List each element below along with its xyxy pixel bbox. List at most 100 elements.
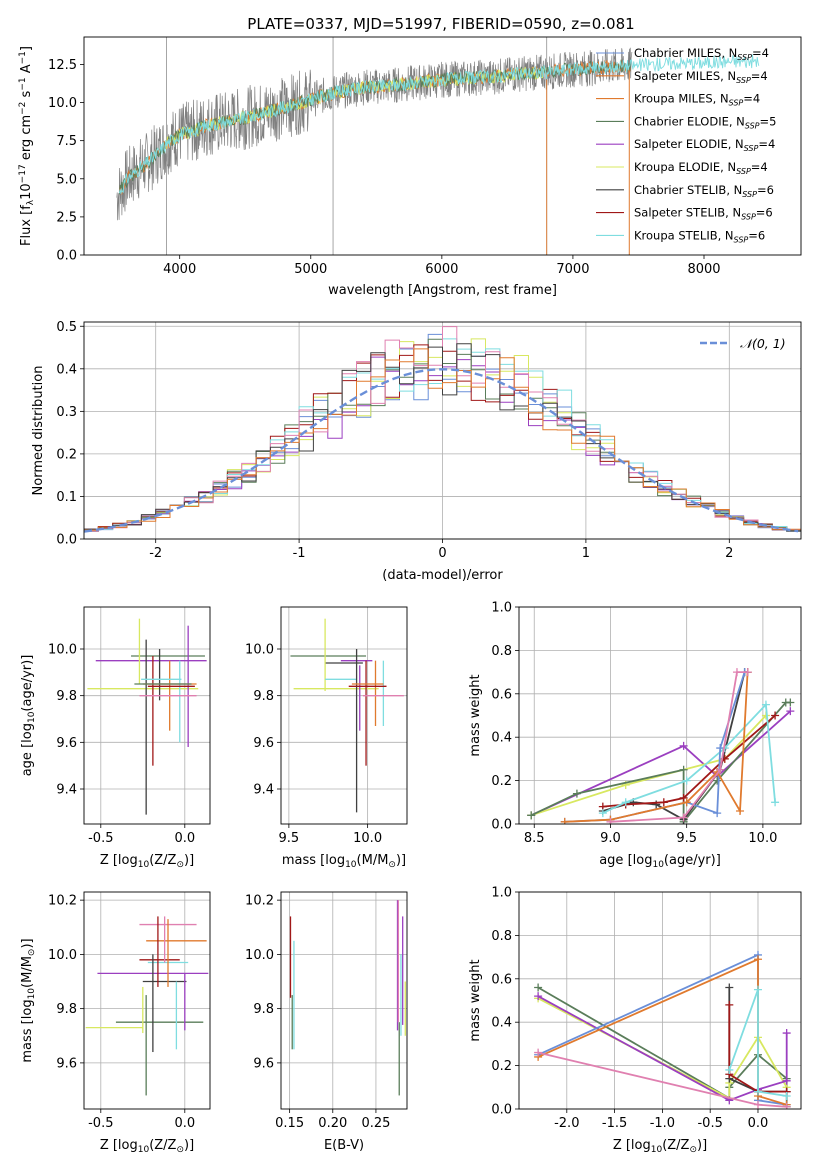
- massweight-marker: [725, 1000, 734, 1009]
- legend: Chabrier MILES, NSSP=4 Salpeter MILES, NS…: [596, 46, 776, 244]
- axes-frame: [280, 606, 408, 825]
- y-tick-label: 7.5: [56, 134, 77, 149]
- massweight-marker: [725, 1065, 734, 1074]
- axes-frame: [83, 36, 802, 256]
- massweight-marker: [753, 1087, 762, 1096]
- figure-title: PLATE=0337, MJD=51997, FIBERID=0590, z=0…: [247, 15, 634, 33]
- x-tick-label: 0.0: [748, 1116, 769, 1131]
- gaussian-reference-line: [84, 368, 799, 533]
- massweight-series-line: [728, 1004, 787, 1093]
- x-tick-label: 0.25: [361, 1116, 390, 1131]
- legend-entry: Chabrier ELODIE, NSSP=5: [634, 114, 776, 130]
- massweight-series-line: [564, 672, 749, 823]
- x-tick-label: 5000: [294, 262, 327, 277]
- x-tick-label: -1: [293, 546, 306, 561]
- massweight-marker: [679, 813, 688, 822]
- x-axis-label: E(B-V): [324, 1138, 364, 1153]
- y-tick-label: 9.6: [56, 736, 77, 751]
- axes-frame: [518, 891, 802, 1110]
- plot-area: [290, 618, 404, 813]
- y-tick-label: 0.4: [56, 362, 77, 377]
- massweight-series-line: [564, 671, 746, 823]
- y-tick-label: 10.0: [48, 96, 77, 111]
- massweight-series-line: [530, 710, 791, 817]
- observed-spectrum-line: [116, 47, 633, 221]
- x-tick-label: 9.5: [676, 831, 697, 846]
- axes-frame: [83, 891, 211, 1110]
- massweight-marker: [606, 817, 615, 824]
- massweight-marker: [716, 744, 725, 753]
- y-tick-label: 0.1: [56, 490, 77, 505]
- y-tick-label: 10.2: [48, 894, 77, 909]
- massweight-marker: [753, 985, 762, 994]
- massweight-marker: [621, 798, 630, 807]
- residual-histogram-series: [84, 348, 801, 531]
- massweight-marker: [725, 983, 734, 992]
- massweight-marker: [679, 793, 688, 802]
- y-tick-label: 9.8: [253, 689, 274, 704]
- massweight-marker: [761, 700, 770, 709]
- y-tick-label: 0.5: [56, 320, 77, 335]
- massweight-marker: [771, 711, 780, 720]
- x-tick-label: 4000: [163, 262, 196, 277]
- massweight-marker: [682, 776, 691, 785]
- legend-entry: Chabrier STELIB, NSSP=6: [634, 183, 774, 199]
- x-tick-label: 10.0: [353, 831, 382, 846]
- x-tick-label: 8000: [687, 262, 720, 277]
- y-tick-label: 0.0: [491, 818, 512, 833]
- y-tick-label: 0.4: [491, 731, 512, 746]
- massweight-marker: [736, 806, 745, 815]
- x-tick-label: 0.20: [318, 1116, 347, 1131]
- massweight-marker: [527, 811, 536, 820]
- y-tick-label: 0.2: [56, 447, 77, 462]
- plot-area: [534, 950, 791, 1109]
- massweight-series-line: [602, 702, 776, 814]
- x-tick-label: -1.0: [650, 1116, 675, 1131]
- y-tick-label: 0.2: [491, 774, 512, 789]
- massweight-marker: [753, 955, 762, 964]
- y-tick-label: 0.2: [491, 1059, 512, 1074]
- residual-histogram-series: [84, 343, 801, 532]
- y-tick-label: 9.8: [253, 1002, 274, 1017]
- massweight-marker: [732, 668, 741, 677]
- y-tick-label: 9.4: [56, 783, 77, 798]
- x-axis-label: wavelength [Angstrom, rest frame]: [328, 283, 557, 298]
- x-tick-label: 0.0: [174, 831, 195, 846]
- massweight-marker: [679, 741, 688, 750]
- y-axis-label: Normed distribution: [31, 366, 46, 496]
- y-tick-label: 12.5: [48, 58, 77, 73]
- residual-panel: -2 -1 0 1 2 0.0 0.1 0.2 0.3 0.4 0.5 (data-model)/er…: [31, 320, 802, 583]
- x-tick-label: 9.0: [600, 831, 621, 846]
- plot-area: [527, 668, 795, 824]
- massweight-marker: [716, 765, 725, 774]
- x-tick-label: 0: [438, 546, 446, 561]
- x-tick-label: -0.5: [88, 831, 113, 846]
- y-tick-label: 10.0: [48, 643, 77, 658]
- legend-entry: Chabrier MILES, NSSP=4: [634, 46, 769, 62]
- x-tick-label: 0.0: [174, 1116, 195, 1131]
- plot-area: [87, 618, 207, 815]
- y-tick-label: 10.0: [245, 948, 274, 963]
- x-tick-label: -0.5: [88, 1116, 113, 1131]
- y-tick-label: 0.0: [491, 1103, 512, 1118]
- massweight-marker: [534, 983, 543, 992]
- y-tick-label: 0.0: [56, 533, 77, 548]
- legend-entry: Kroupa MILES, NSSP=4: [634, 92, 760, 108]
- y-tick-label: 10.2: [245, 894, 274, 909]
- massweight-marker: [743, 668, 752, 677]
- axes-frame: [83, 606, 211, 825]
- massweight-marker: [782, 1091, 791, 1100]
- x-axis-label: age [log10(age/yr)]: [599, 853, 721, 870]
- x-tick-label: 8.5: [524, 831, 545, 846]
- x-tick-label: -1.5: [602, 1116, 627, 1131]
- x-axis-label: mass [log10(M/M⊙)]: [282, 853, 406, 870]
- y-tick-label: 9.6: [253, 736, 274, 751]
- massweight-marker: [782, 1076, 791, 1085]
- massweight-vs-age-panel: 8.5 9.0 9.5 10.0 0.0 0.2 0.4 0.6 0.8 1.0 age [log1…: [468, 601, 802, 870]
- massweight-marker: [786, 698, 795, 707]
- y-tick-label: 0.0: [56, 249, 77, 264]
- massweight-marker: [572, 789, 581, 798]
- y-axis-label: mass weight: [468, 959, 483, 1041]
- massweight-marker: [679, 765, 688, 774]
- y-tick-label: 5.0: [56, 172, 77, 187]
